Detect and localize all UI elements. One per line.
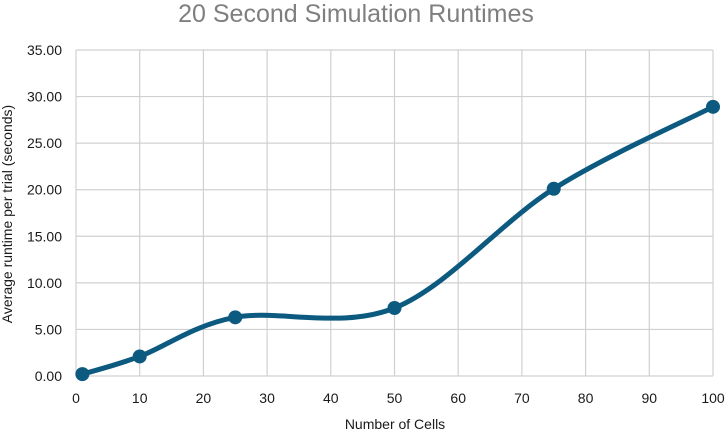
x-axis-ticks: 0 10 20 30 40 50 60 70 80 90 100: [72, 390, 725, 406]
data-point: [228, 310, 243, 325]
x-tick-label: 70: [514, 390, 530, 406]
y-tick-label: 35.00: [27, 42, 62, 58]
y-tick-label: 20.00: [27, 182, 62, 198]
series-line: [79, 104, 716, 377]
y-tick-label: 10.00: [27, 275, 62, 291]
x-tick-label: 90: [642, 390, 658, 406]
data-point: [546, 181, 561, 196]
data-point: [706, 99, 720, 114]
x-tick-label: 50: [387, 390, 403, 406]
x-tick-label: 10: [132, 390, 148, 406]
data-points: [75, 99, 720, 382]
y-tick-label: 5.00: [35, 321, 62, 337]
y-axis-ticks: 0.00 5.00 10.00 15.00 20.00 25.00 30.00 35.00: [27, 42, 62, 384]
x-tick-label: 30: [259, 390, 275, 406]
y-tick-label: 25.00: [27, 135, 62, 151]
x-tick-label: 60: [450, 390, 466, 406]
x-tick-label: 0: [72, 390, 80, 406]
data-point: [387, 301, 402, 316]
chart-title: 20 Second Simulation Runtimes: [178, 0, 534, 28]
y-axis-label: Average runtime per trial (seconds): [0, 105, 15, 323]
data-point: [75, 367, 90, 382]
x-tick-label: 20: [196, 390, 212, 406]
y-tick-label: 15.00: [27, 228, 62, 244]
y-tick-label: 0.00: [35, 368, 62, 384]
x-tick-label: 80: [578, 390, 594, 406]
y-tick-label: 30.00: [27, 89, 62, 105]
grid: [75, 49, 714, 377]
x-tick-label: 40: [323, 390, 339, 406]
data-point: [132, 349, 147, 364]
x-axis-label: Number of Cells: [345, 416, 445, 430]
x-tick-label: 100: [701, 390, 725, 406]
